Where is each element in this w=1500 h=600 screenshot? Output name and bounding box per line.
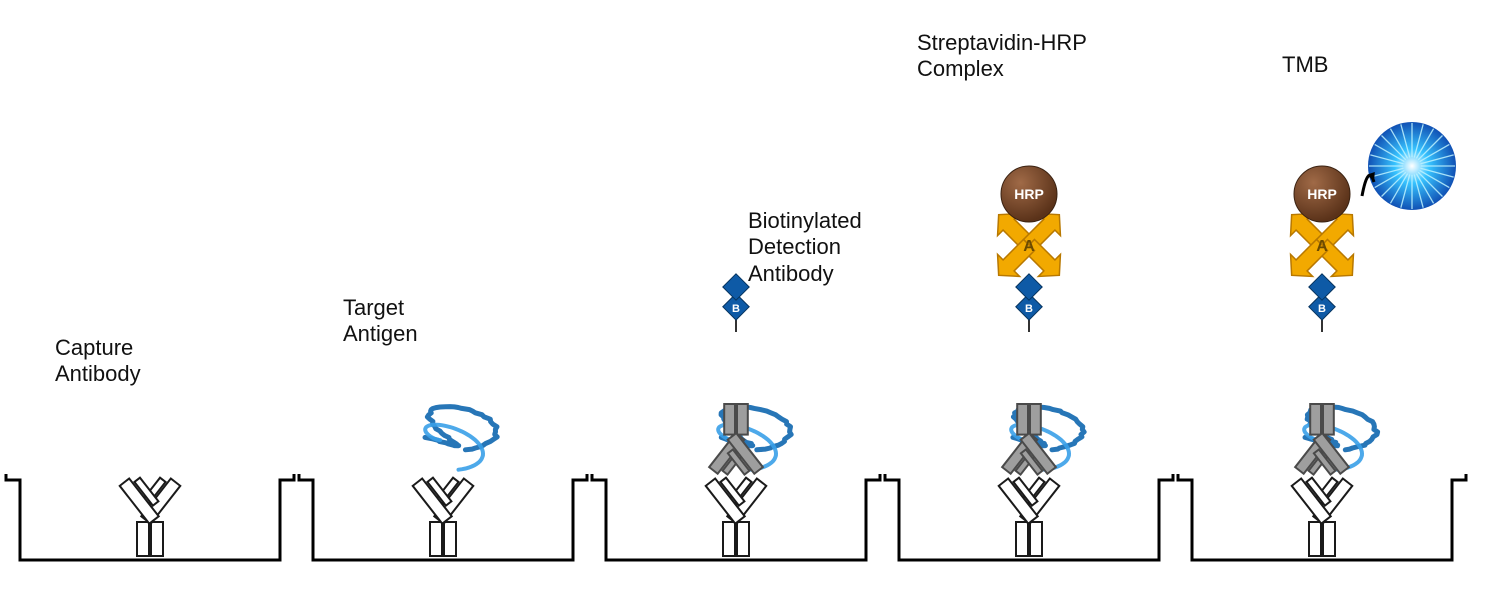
- panel-label-4: TMB: [1282, 52, 1328, 78]
- panel-2: B: [706, 274, 791, 556]
- svg-text:HRP: HRP: [1014, 186, 1044, 202]
- panel-label-0: Capture Antibody: [55, 335, 141, 388]
- svg-text:A: A: [1023, 238, 1035, 255]
- panel-0: [120, 473, 181, 556]
- panel-3: B A HRP: [988, 166, 1084, 556]
- svg-text:B: B: [1318, 303, 1326, 315]
- svg-text:B: B: [1025, 303, 1033, 315]
- svg-text:B: B: [732, 303, 740, 315]
- panel-4: B A HRP: [1281, 122, 1456, 556]
- panel-label-1: Target Antigen: [343, 295, 418, 348]
- elisa-diagram: B B A HRP B A HRP Capture Antibody Target Antige…: [0, 0, 1500, 600]
- svg-text:A: A: [1316, 238, 1328, 255]
- svg-text:HRP: HRP: [1307, 186, 1337, 202]
- panel-label-3: Streptavidin-HRP Complex: [917, 30, 1087, 83]
- panel-label-2: Biotinylated Detection Antibody: [748, 208, 862, 287]
- panel-1: [413, 407, 497, 556]
